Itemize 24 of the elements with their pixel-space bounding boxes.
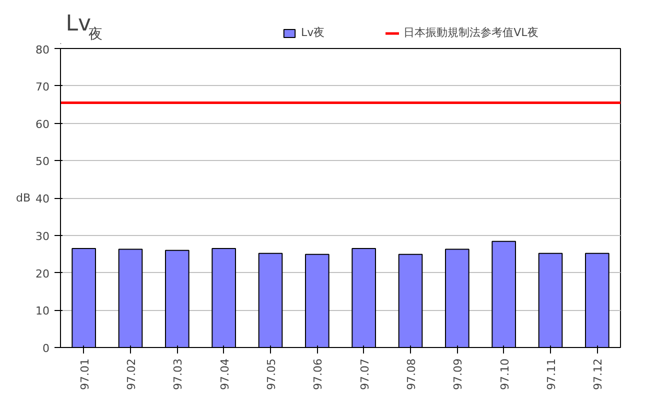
x-tick-label: 97.02 [125, 358, 138, 390]
y-tick-label: 60 [36, 118, 50, 131]
x-tick-label: 97.01 [78, 358, 92, 390]
legend-label: Lv夜 [301, 25, 325, 40]
x-tick-label: 97.05 [265, 358, 278, 390]
y-tick-label: 50 [36, 155, 50, 168]
x-tick-label: 97.03 [172, 358, 185, 390]
x-tick-label: 97.08 [405, 358, 418, 390]
legend-label: 日本振動規制法参考值VL夜 [404, 25, 538, 40]
x-tick-label: 97.10 [498, 358, 512, 390]
y-tick-label: 80 [36, 44, 50, 56]
x-tick-label: 97.07 [358, 358, 372, 390]
x-tick-label: 97.06 [312, 358, 325, 390]
y-tick-label: 20 [36, 267, 50, 280]
y-tick-label: 0 [42, 342, 50, 355]
y-axis-title: dB [16, 192, 31, 204]
y-tick-label: 40 [36, 192, 50, 206]
x-tick-label: 97.11 [545, 358, 558, 390]
y-tick-label: 30 [36, 230, 50, 243]
y-tick-label: 10 [36, 304, 50, 318]
x-tick-label: 97.12 [592, 358, 605, 390]
x-tick-label: 97.09 [452, 358, 465, 390]
y-tick-label: 70 [36, 80, 50, 94]
x-tick-label: 97.04 [218, 358, 232, 390]
